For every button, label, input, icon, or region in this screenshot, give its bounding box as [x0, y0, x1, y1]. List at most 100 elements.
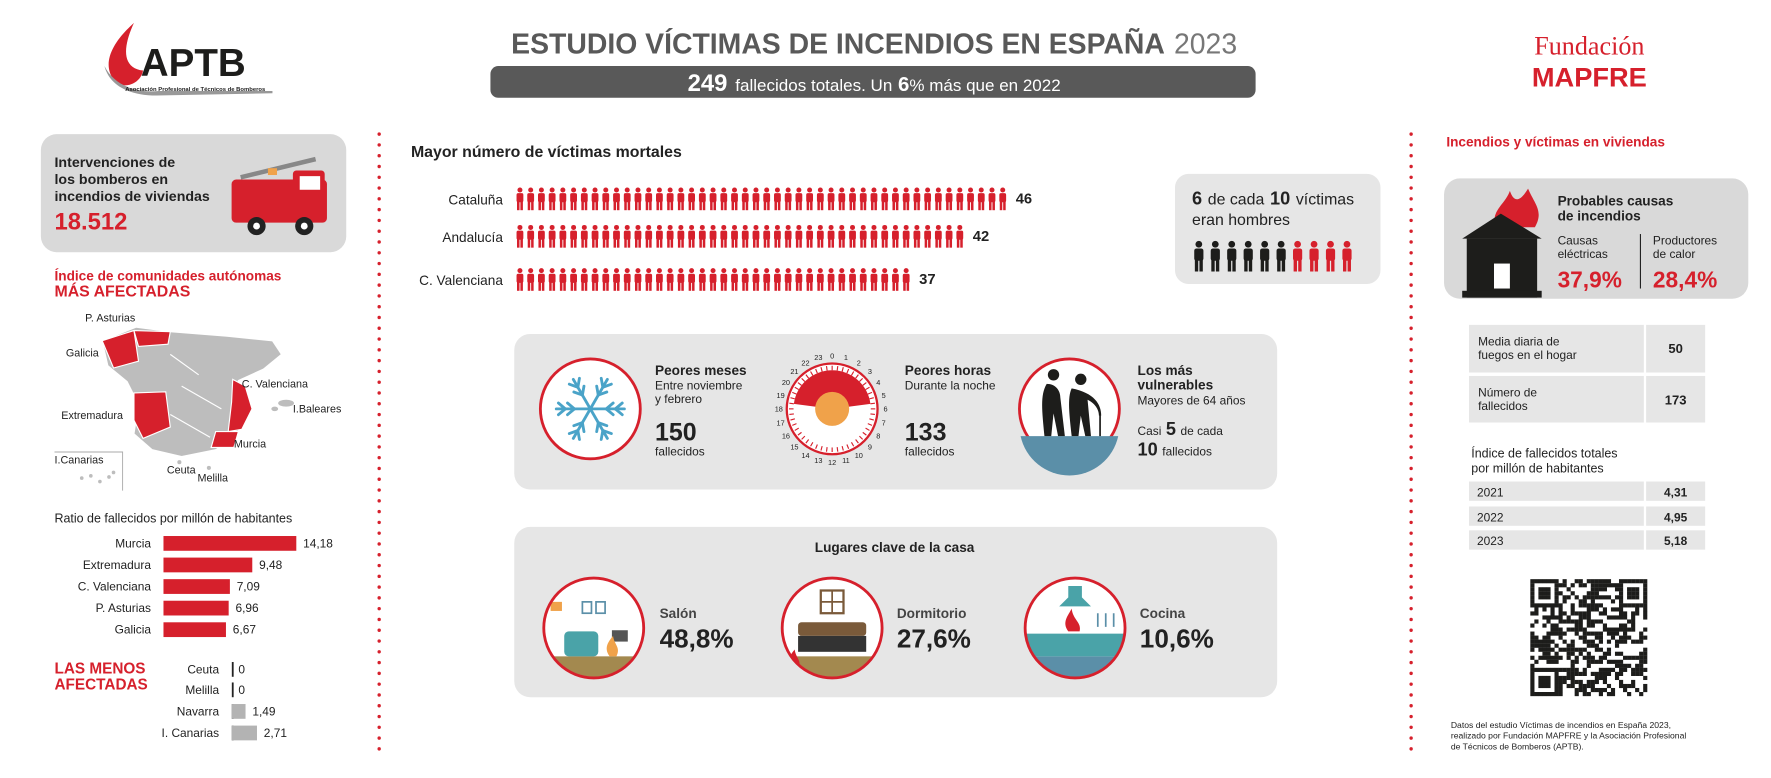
leg: [681, 201, 684, 211]
qr-cell: [1542, 647, 1547, 652]
counter: [1026, 633, 1124, 657]
body: [720, 193, 728, 203]
qr-cell: [1530, 647, 1535, 652]
leg: [613, 201, 617, 211]
gender-total: 10: [1270, 189, 1290, 209]
head: [689, 187, 695, 193]
leg: [838, 238, 842, 248]
head: [850, 268, 856, 274]
islands: [89, 474, 93, 478]
person-icon: [838, 224, 846, 248]
leg: [581, 238, 584, 248]
leg: [924, 238, 928, 248]
body: [795, 273, 803, 283]
qr-cell: [1606, 671, 1612, 676]
inset-frame: [54, 451, 124, 491]
qr-cell: [1623, 631, 1628, 636]
qr-cell: [1590, 659, 1595, 664]
clock-tick: [865, 386, 870, 391]
leg: [785, 281, 788, 291]
flake-branch: [567, 429, 580, 436]
logo-caption: Asociación Profesional de Técnicos de Bo…: [125, 87, 266, 93]
value-label: 1,49: [252, 704, 276, 718]
qr-cell: [1554, 671, 1559, 676]
leg: [1199, 259, 1203, 272]
clock-tick: [820, 446, 823, 451]
summary-text: fallecidos totales. Un: [735, 76, 892, 95]
qr-cell: [1602, 587, 1608, 592]
section-title: Lugares clave de la casa: [815, 540, 975, 555]
qr-cell: [1618, 683, 1624, 689]
person-icon: [892, 187, 899, 211]
body: [623, 193, 631, 203]
qr-cell: [1590, 631, 1595, 636]
body: [1042, 383, 1065, 437]
qr-cell: [1618, 595, 1624, 600]
leg: [627, 201, 631, 211]
qr-cell: [1631, 667, 1636, 672]
leg: [592, 201, 595, 211]
person-icon: [731, 268, 738, 291]
leg: [1314, 259, 1319, 272]
person-icon: [827, 268, 835, 291]
leg: [724, 201, 727, 211]
leg: [913, 201, 917, 211]
body: [516, 193, 524, 203]
body: [570, 193, 577, 203]
leg: [656, 281, 659, 291]
qr-cell: [1643, 583, 1648, 588]
label: Peores horas: [905, 363, 992, 378]
fire: [1065, 608, 1080, 632]
qr-cell: [1610, 599, 1616, 604]
leg: [1310, 259, 1314, 272]
person-icon: [763, 268, 771, 291]
summary-increase: 6: [898, 74, 909, 96]
leg: [895, 238, 899, 248]
leg: [745, 201, 749, 211]
qr-cell: [1594, 687, 1599, 693]
men-icons: [1194, 240, 1286, 272]
clock-tick: [789, 402, 794, 405]
leg: [881, 201, 885, 211]
dial-label: 1: [844, 353, 848, 362]
qr-cell: [1566, 655, 1571, 660]
qr-cell: [1582, 611, 1587, 616]
head: [732, 187, 738, 193]
leg: [935, 201, 938, 211]
qr-cell: [1530, 579, 1535, 584]
qr-cell: [1546, 587, 1551, 592]
qr-cell: [1566, 595, 1571, 600]
qr-cell: [1558, 603, 1563, 608]
dial-label: 4: [876, 378, 880, 387]
leg: [860, 201, 863, 211]
qr-cell: [1606, 647, 1612, 652]
place-name: Dormitorio: [897, 606, 967, 621]
qr-cell: [1610, 691, 1616, 697]
clock-tick: [846, 368, 850, 374]
leg: [699, 238, 702, 248]
bar: [231, 725, 257, 741]
head: [1047, 369, 1060, 381]
leg: [795, 201, 799, 211]
flake-branch: [599, 429, 605, 441]
qr-cell: [1530, 595, 1535, 600]
head: [710, 224, 716, 230]
person-icon: [613, 268, 620, 291]
leg: [956, 238, 960, 248]
qr-cell: [1586, 691, 1591, 697]
leg: [595, 238, 598, 248]
table-value: 173: [1665, 392, 1687, 407]
qr-cell: [1602, 611, 1608, 616]
head: [1000, 187, 1006, 193]
dial-label: 22: [801, 358, 809, 367]
qr-cell: [1598, 671, 1603, 676]
qr-cell: [1570, 583, 1575, 588]
qr-cell: [1582, 691, 1587, 697]
qr-cell: [1566, 643, 1571, 648]
qr-cell: [1594, 579, 1599, 584]
head: [1261, 240, 1269, 248]
qr-cell: [1623, 603, 1628, 608]
leg: [892, 201, 895, 211]
qr-cell: [1574, 595, 1579, 600]
label: incendios de viviendas: [54, 189, 209, 205]
